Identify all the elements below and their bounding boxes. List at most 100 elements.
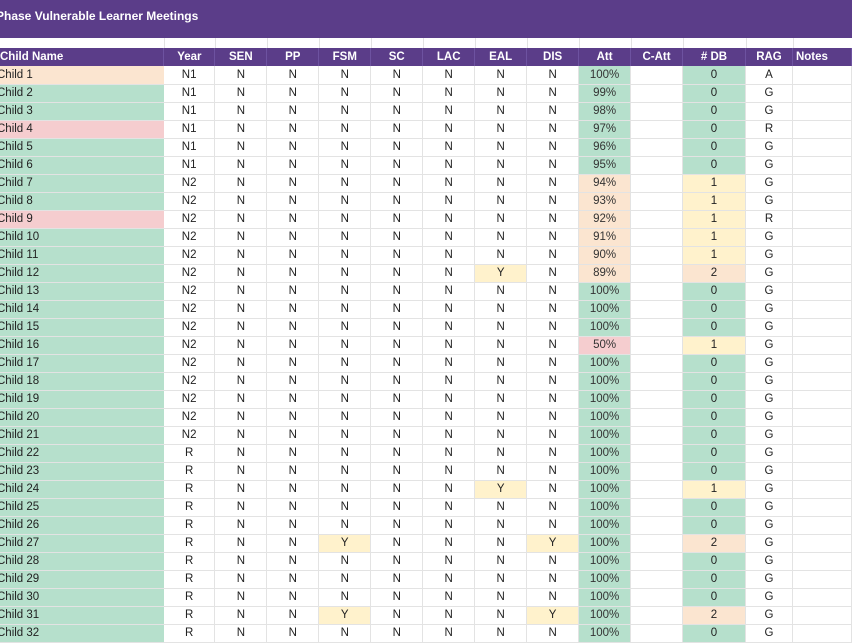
header-rag[interactable]: RAG — [745, 48, 793, 66]
sen-cell[interactable]: N — [214, 570, 268, 589]
dis-cell[interactable]: N — [526, 228, 580, 247]
pp-cell[interactable]: N — [266, 570, 320, 589]
db-count-cell[interactable]: 2 — [682, 534, 746, 553]
eal-cell[interactable]: N — [474, 588, 528, 607]
year-cell[interactable]: N2 — [163, 264, 216, 283]
att-cell[interactable]: 100% — [578, 426, 632, 445]
child-name-cell[interactable]: Child 18 — [0, 372, 164, 391]
eal-cell[interactable]: N — [474, 228, 528, 247]
year-cell[interactable]: N1 — [163, 84, 216, 103]
notes-cell[interactable] — [792, 156, 852, 175]
db-count-cell[interactable]: 1 — [682, 336, 746, 355]
sc-cell[interactable]: N — [370, 354, 424, 373]
eal-cell[interactable]: N — [474, 516, 528, 535]
db-count-cell[interactable]: 1 — [682, 228, 746, 247]
db-count-cell[interactable]: 0 — [682, 426, 746, 445]
pp-cell[interactable]: N — [266, 588, 320, 607]
dis-cell[interactable]: N — [526, 174, 580, 193]
fsm-cell[interactable]: N — [318, 570, 372, 589]
att-cell[interactable]: 100% — [578, 408, 632, 427]
fsm-cell[interactable]: N — [318, 264, 372, 283]
header-eal[interactable]: EAL — [474, 48, 528, 66]
c-att-cell[interactable] — [630, 480, 684, 499]
sen-cell[interactable]: N — [214, 210, 268, 229]
pp-cell[interactable]: N — [266, 66, 320, 85]
year-cell[interactable]: R — [163, 444, 216, 463]
fsm-cell[interactable]: Y — [318, 534, 372, 553]
fsm-cell[interactable]: N — [318, 354, 372, 373]
header-db-count[interactable]: # DB — [682, 48, 746, 66]
child-name-cell[interactable]: Child 16 — [0, 336, 164, 355]
lac-cell[interactable]: N — [422, 102, 476, 121]
sc-cell[interactable]: N — [370, 138, 424, 157]
year-cell[interactable]: N1 — [163, 102, 216, 121]
notes-cell[interactable] — [792, 228, 852, 247]
pp-cell[interactable]: N — [266, 408, 320, 427]
child-name-cell[interactable]: Child 26 — [0, 516, 164, 535]
notes-cell[interactable] — [792, 570, 852, 589]
notes-cell[interactable] — [792, 336, 852, 355]
db-count-cell[interactable]: 0 — [682, 408, 746, 427]
eal-cell[interactable]: N — [474, 66, 528, 85]
header-lac[interactable]: LAC — [422, 48, 476, 66]
att-cell[interactable]: 100% — [578, 498, 632, 517]
rag-cell[interactable]: G — [745, 516, 793, 535]
lac-cell[interactable]: N — [422, 336, 476, 355]
sc-cell[interactable]: N — [370, 336, 424, 355]
eal-cell[interactable]: N — [474, 210, 528, 229]
sen-cell[interactable]: N — [214, 264, 268, 283]
child-name-cell[interactable]: Child 10 — [0, 228, 164, 247]
dis-cell[interactable]: N — [526, 444, 580, 463]
lac-cell[interactable]: N — [422, 444, 476, 463]
lac-cell[interactable]: N — [422, 480, 476, 499]
c-att-cell[interactable] — [630, 606, 684, 625]
fsm-cell[interactable]: N — [318, 84, 372, 103]
fsm-cell[interactable]: N — [318, 192, 372, 211]
c-att-cell[interactable] — [630, 138, 684, 157]
sen-cell[interactable]: N — [214, 66, 268, 85]
sen-cell[interactable]: N — [214, 246, 268, 265]
dis-cell[interactable]: N — [526, 426, 580, 445]
fsm-cell[interactable]: N — [318, 480, 372, 499]
child-name-cell[interactable]: Child 31 — [0, 606, 164, 625]
db-count-cell[interactable]: 2 — [682, 264, 746, 283]
lac-cell[interactable]: N — [422, 264, 476, 283]
notes-cell[interactable] — [792, 318, 852, 337]
year-cell[interactable]: N2 — [163, 372, 216, 391]
db-count-cell[interactable]: 0 — [682, 624, 746, 643]
c-att-cell[interactable] — [630, 444, 684, 463]
child-name-cell[interactable]: Child 32 — [0, 624, 164, 643]
eal-cell[interactable]: N — [474, 246, 528, 265]
db-count-cell[interactable]: 0 — [682, 282, 746, 301]
pp-cell[interactable]: N — [266, 372, 320, 391]
notes-cell[interactable] — [792, 120, 852, 139]
sen-cell[interactable]: N — [214, 228, 268, 247]
c-att-cell[interactable] — [630, 390, 684, 409]
lac-cell[interactable]: N — [422, 570, 476, 589]
rag-cell[interactable]: G — [745, 534, 793, 553]
eal-cell[interactable]: N — [474, 498, 528, 517]
lac-cell[interactable]: N — [422, 192, 476, 211]
sen-cell[interactable]: N — [214, 552, 268, 571]
dis-cell[interactable]: N — [526, 264, 580, 283]
child-name-cell[interactable]: Child 1 — [0, 66, 164, 85]
fsm-cell[interactable]: N — [318, 390, 372, 409]
eal-cell[interactable]: Y — [474, 480, 528, 499]
pp-cell[interactable]: N — [266, 624, 320, 643]
dis-cell[interactable]: N — [526, 462, 580, 481]
c-att-cell[interactable] — [630, 210, 684, 229]
sc-cell[interactable]: N — [370, 390, 424, 409]
notes-cell[interactable] — [792, 282, 852, 301]
att-cell[interactable]: 100% — [578, 354, 632, 373]
pp-cell[interactable]: N — [266, 210, 320, 229]
att-cell[interactable]: 100% — [578, 516, 632, 535]
rag-cell[interactable]: G — [745, 606, 793, 625]
dis-cell[interactable]: N — [526, 336, 580, 355]
sc-cell[interactable]: N — [370, 408, 424, 427]
dis-cell[interactable]: N — [526, 66, 580, 85]
sen-cell[interactable]: N — [214, 156, 268, 175]
child-name-cell[interactable]: Child 22 — [0, 444, 164, 463]
att-cell[interactable]: 100% — [578, 318, 632, 337]
sc-cell[interactable]: N — [370, 444, 424, 463]
fsm-cell[interactable]: N — [318, 246, 372, 265]
